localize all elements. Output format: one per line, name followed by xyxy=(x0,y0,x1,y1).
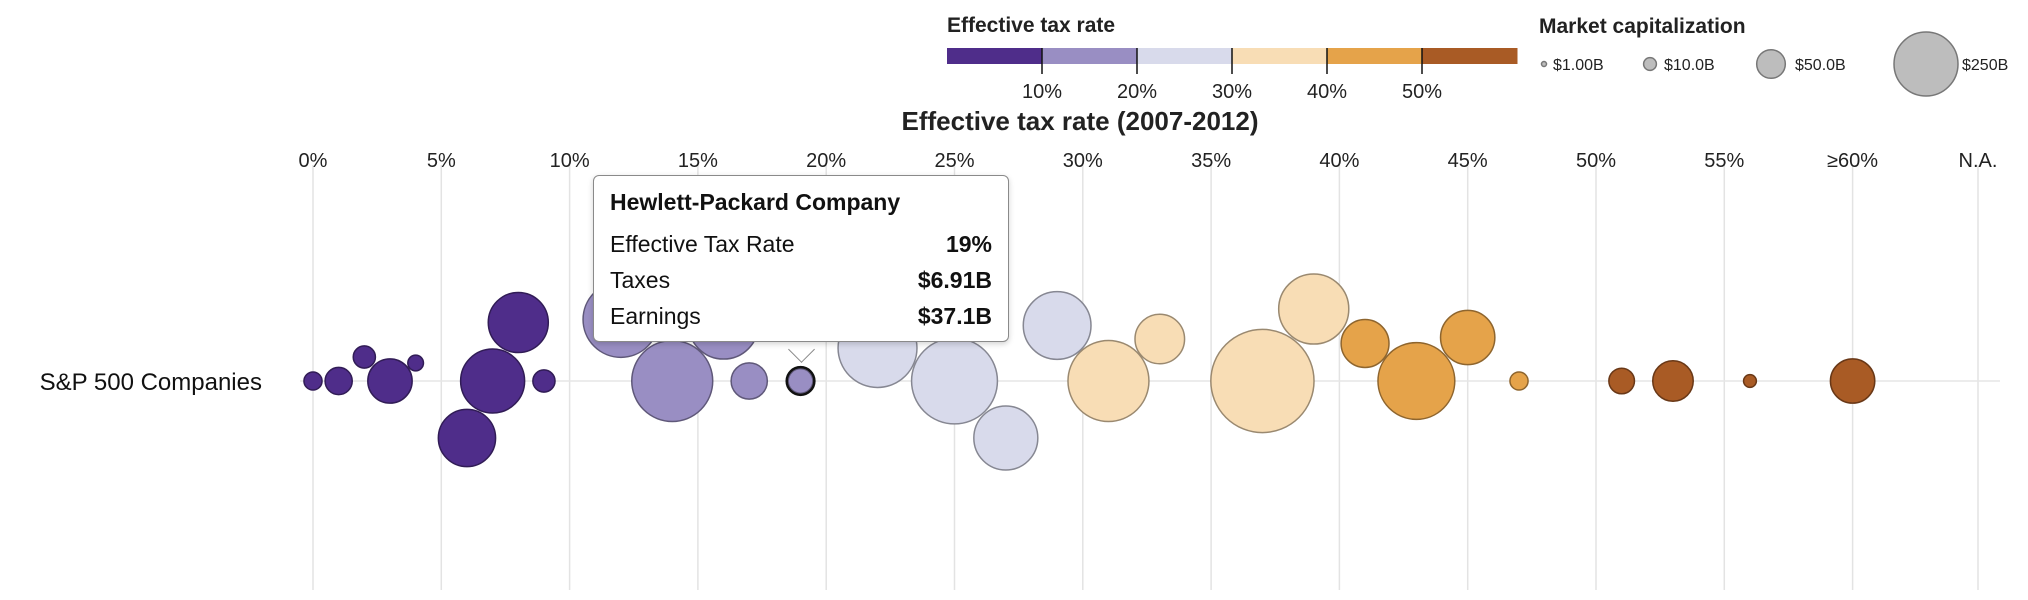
color-swatch xyxy=(947,48,1043,64)
company-bubble[interactable] xyxy=(367,358,413,404)
color-legend-label: 40% xyxy=(1307,81,1347,103)
company-bubble[interactable] xyxy=(1651,360,1694,402)
color-swatch xyxy=(1232,48,1328,64)
color-swatch xyxy=(1327,48,1423,64)
company-bubble[interactable] xyxy=(1829,358,1876,404)
company-bubble[interactable] xyxy=(1134,313,1186,365)
tooltip-label: Taxes xyxy=(610,266,671,293)
tooltip-row-tax-rate: Effective Tax Rate 19% xyxy=(610,226,992,262)
row-label: S&P 500 Companies xyxy=(40,369,262,396)
size-legend-circle xyxy=(1755,48,1787,80)
company-bubble[interactable] xyxy=(459,348,526,414)
company-bubble[interactable] xyxy=(631,339,714,423)
size-legend-circle xyxy=(1642,56,1658,72)
color-legend-label: 20% xyxy=(1117,81,1157,103)
color-legend-title: Effective tax rate xyxy=(947,14,1115,37)
color-legend-label: 10% xyxy=(1022,81,1062,103)
company-bubble[interactable] xyxy=(1608,367,1636,395)
color-legend-label: 50% xyxy=(1402,81,1442,103)
size-legend-label: $10.0B xyxy=(1664,57,1715,74)
company-bubble[interactable] xyxy=(352,345,377,369)
color-swatch xyxy=(1137,48,1233,64)
x-tick-label: 30% xyxy=(1063,150,1103,172)
size-legend-title: Market capitalization xyxy=(1539,15,1746,38)
company-bubble[interactable] xyxy=(437,408,497,468)
tooltip-value: 19% xyxy=(945,230,992,257)
size-legend-label: $250B xyxy=(1962,57,2008,74)
company-bubble[interactable] xyxy=(730,362,769,400)
size-legend-label: $1.00B xyxy=(1553,57,1604,74)
tooltip-value: $37.1B xyxy=(917,302,992,329)
company-bubble[interactable] xyxy=(1742,373,1758,389)
x-tick-label: 55% xyxy=(1704,150,1744,172)
x-tick-label: 10% xyxy=(550,150,590,172)
color-swatch xyxy=(1042,48,1138,64)
tooltip-row-taxes: Taxes $6.91B xyxy=(610,262,992,298)
size-legend-circle xyxy=(1893,31,1959,97)
x-tick-label: 45% xyxy=(1448,150,1488,172)
highlight xyxy=(785,365,816,397)
color-swatch xyxy=(1422,48,1518,64)
x-tick-label: 25% xyxy=(934,150,974,172)
x-tick-label: 20% xyxy=(806,150,846,172)
x-axis: 0% 5% 10% 15% 20% 25% 30% 35% 40% 45% 50% 55% ≥60% N.… xyxy=(299,150,1998,172)
highlighted-bubble[interactable] xyxy=(785,365,816,397)
x-tick-label: 0% xyxy=(299,150,328,172)
company-bubble[interactable] xyxy=(973,405,1039,471)
size-legend-circle xyxy=(1540,60,1548,68)
tooltip-label: Earnings xyxy=(610,302,701,329)
tooltip-value: $6.91B xyxy=(917,266,992,293)
company-bubble[interactable] xyxy=(1509,371,1529,391)
color-legend-label: 30% xyxy=(1212,81,1252,103)
color-legend: 10% 20% 30% 40% 50% xyxy=(947,48,1518,103)
company-bubble[interactable] xyxy=(787,367,814,395)
company-bubble[interactable] xyxy=(1277,273,1350,345)
company-bubble[interactable] xyxy=(1210,328,1315,434)
company-bubble[interactable] xyxy=(1377,341,1456,421)
size-legend-label: $50.0B xyxy=(1795,57,1846,74)
company-bubble[interactable] xyxy=(910,337,999,425)
tooltip-company-name: Hewlett-Packard Company xyxy=(610,189,901,215)
x-tick-label: 50% xyxy=(1576,150,1616,172)
x-tick-label: 5% xyxy=(427,150,456,172)
company-bubble[interactable] xyxy=(1439,309,1496,366)
x-tick-label: N.A. xyxy=(1959,150,1998,172)
company-bubble[interactable] xyxy=(407,354,425,372)
size-legend: $1.00B $10.0B $50.0B $250B xyxy=(1540,31,2008,97)
chart-title: Effective tax rate (2007-2012) xyxy=(902,106,1259,136)
tooltip-row-earnings: Earnings $37.1B xyxy=(610,298,992,334)
company-bubble[interactable] xyxy=(303,371,323,391)
tooltip-label: Effective Tax Rate xyxy=(610,230,795,257)
company-bubble[interactable] xyxy=(1022,290,1092,361)
tooltip: Hewlett-Packard Company Effective Tax Ra… xyxy=(593,175,1009,342)
x-tick-label: 15% xyxy=(678,150,718,172)
x-tick-label: 40% xyxy=(1319,150,1359,172)
company-bubble[interactable] xyxy=(487,291,550,354)
company-bubble[interactable] xyxy=(1340,318,1390,369)
x-tick-label: ≥60% xyxy=(1827,150,1878,172)
x-tick-label: 35% xyxy=(1191,150,1231,172)
company-bubble[interactable] xyxy=(1067,339,1150,423)
company-bubble[interactable] xyxy=(324,366,353,396)
company-bubble[interactable] xyxy=(532,369,556,393)
bubbles xyxy=(303,273,1876,471)
